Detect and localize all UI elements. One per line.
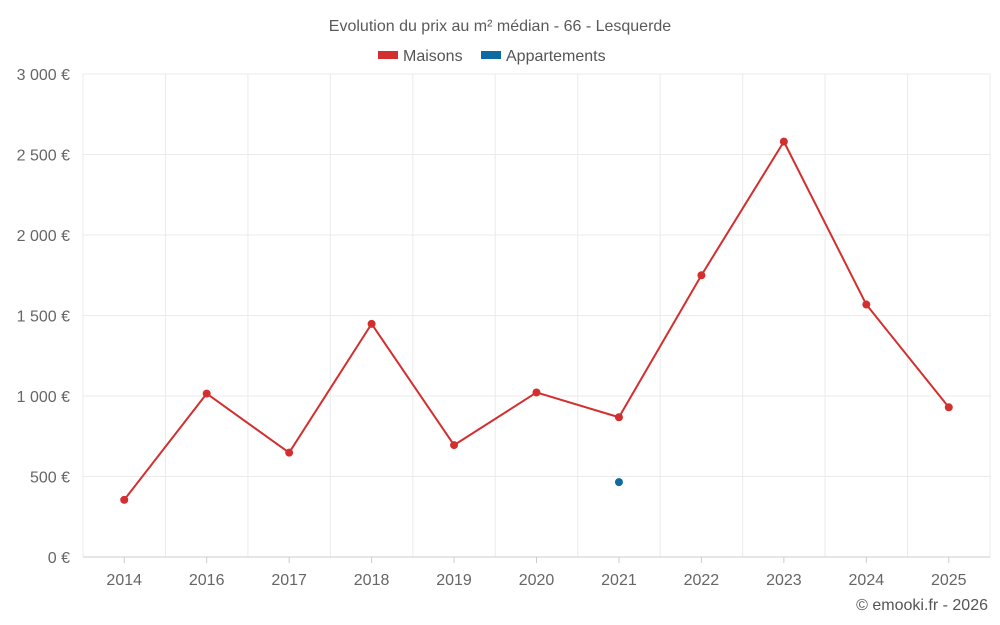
x-tick-label: 2023 xyxy=(766,572,802,589)
data-point-maisons[interactable] xyxy=(450,441,459,450)
data-point-maisons[interactable] xyxy=(697,271,706,280)
x-tick-label: 2022 xyxy=(684,572,720,589)
y-axis: 0 € 500 € 1 000 € 1 500 € 2 000 € 2 500 € 3 00… xyxy=(17,67,70,567)
gridlines xyxy=(82,73,991,557)
legend: Maisons Appartements xyxy=(378,48,606,65)
data-point-maisons[interactable] xyxy=(532,388,541,397)
data-point-appartements[interactable] xyxy=(614,478,623,487)
y-tick-label: 500 € xyxy=(30,470,70,487)
legend-item-maisons[interactable]: Maisons xyxy=(378,48,463,65)
legend-swatch-appartements xyxy=(481,51,501,59)
x-tick-label: 2020 xyxy=(519,572,555,589)
x-tick-label: 2014 xyxy=(106,572,142,589)
x-tick-label: 2017 xyxy=(271,572,307,589)
data-point-maisons[interactable] xyxy=(862,300,871,309)
x-tick-label: 2016 xyxy=(189,572,225,589)
legend-label-maisons: Maisons xyxy=(403,48,463,65)
y-tick-label: 2 500 € xyxy=(17,148,70,165)
footer-credit: © emooki.fr - 2026 xyxy=(856,597,988,614)
x-tick-label: 2025 xyxy=(931,572,967,589)
y-tick-label: 0 € xyxy=(48,550,70,567)
y-tick-label: 2 000 € xyxy=(17,228,70,245)
x-tick-label: 2018 xyxy=(354,572,390,589)
data-point-maisons[interactable] xyxy=(120,495,129,504)
data-point-maisons[interactable] xyxy=(944,403,953,412)
y-tick-label: 3 000 € xyxy=(17,67,70,84)
data-point-maisons[interactable] xyxy=(779,137,788,146)
data-point-maisons[interactable] xyxy=(614,413,623,422)
x-axis: 2014 2016 2017 2018 2019 2020 2021 2022 2023 2024… xyxy=(83,556,990,589)
x-tick-label: 2021 xyxy=(601,572,637,589)
x-tick-label: 2024 xyxy=(849,572,885,589)
chart-title: Evolution du prix au m² médian - 66 - Le… xyxy=(329,18,672,35)
legend-item-appartements[interactable]: Appartements xyxy=(481,48,606,65)
data-point-maisons[interactable] xyxy=(367,319,376,328)
legend-swatch-maisons xyxy=(378,51,398,59)
x-tick-label: 2019 xyxy=(436,572,472,589)
series xyxy=(120,137,953,504)
y-tick-label: 1 500 € xyxy=(17,309,70,326)
data-point-maisons[interactable] xyxy=(285,448,294,457)
legend-label-appartements: Appartements xyxy=(506,48,606,65)
y-tick-label: 1 000 € xyxy=(17,389,70,406)
data-point-maisons[interactable] xyxy=(202,389,211,398)
